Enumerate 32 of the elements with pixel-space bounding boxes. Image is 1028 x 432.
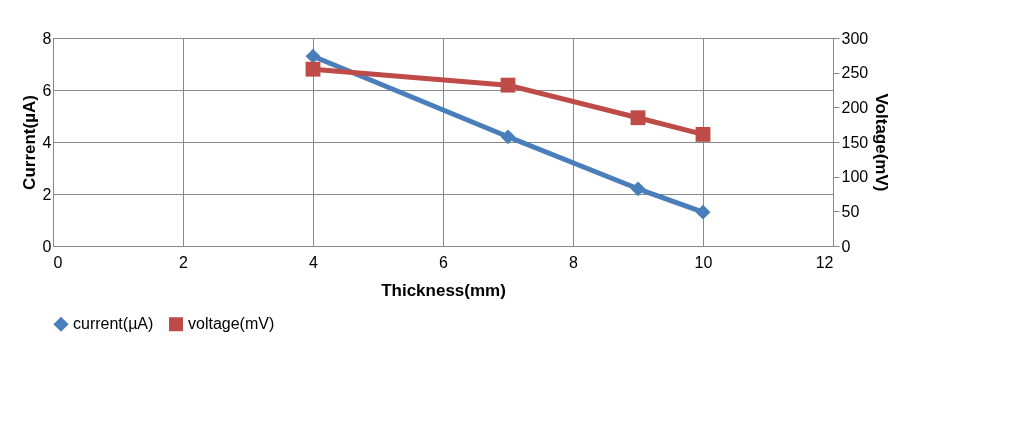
y-axis-title: Current(µA) [19, 95, 39, 190]
y-tick-label: 8 [42, 29, 52, 47]
point [500, 129, 516, 145]
x-tick-label: 12 [815, 253, 834, 271]
y-tick-label: 6 [42, 81, 52, 99]
x-tick-label: 8 [569, 253, 579, 271]
y2-tick-label: 250 [841, 64, 869, 82]
point [695, 204, 711, 220]
y2-tick-label: 50 [841, 202, 860, 220]
legend-label: voltage(mV) [188, 315, 275, 333]
point [630, 181, 646, 197]
x-axis-title: Thickness(mm) [381, 280, 506, 300]
x-tick-label: 2 [179, 253, 189, 271]
point [305, 48, 321, 64]
x-tick-label: 10 [694, 253, 713, 271]
point [630, 110, 646, 126]
point [695, 126, 711, 142]
x-tick-label: 6 [439, 253, 449, 271]
y2-tick-label: 300 [841, 29, 869, 47]
y2-tick-label: 200 [841, 98, 869, 116]
y2-axis-title: Voltage(mV) [872, 93, 892, 192]
y-tick-label: 2 [42, 185, 52, 203]
y2-tick-label: 100 [841, 168, 869, 186]
y2-tick-label: 0 [841, 237, 851, 255]
point [500, 77, 516, 93]
y-tick-label: 4 [42, 133, 52, 151]
x-tick-label: 0 [53, 253, 63, 271]
y2-tick-label: 150 [841, 133, 869, 151]
y-tick-label: 0 [42, 237, 52, 255]
point [305, 61, 321, 77]
x-tick-label: 4 [309, 253, 319, 271]
legend-label: current(µA) [73, 315, 154, 333]
